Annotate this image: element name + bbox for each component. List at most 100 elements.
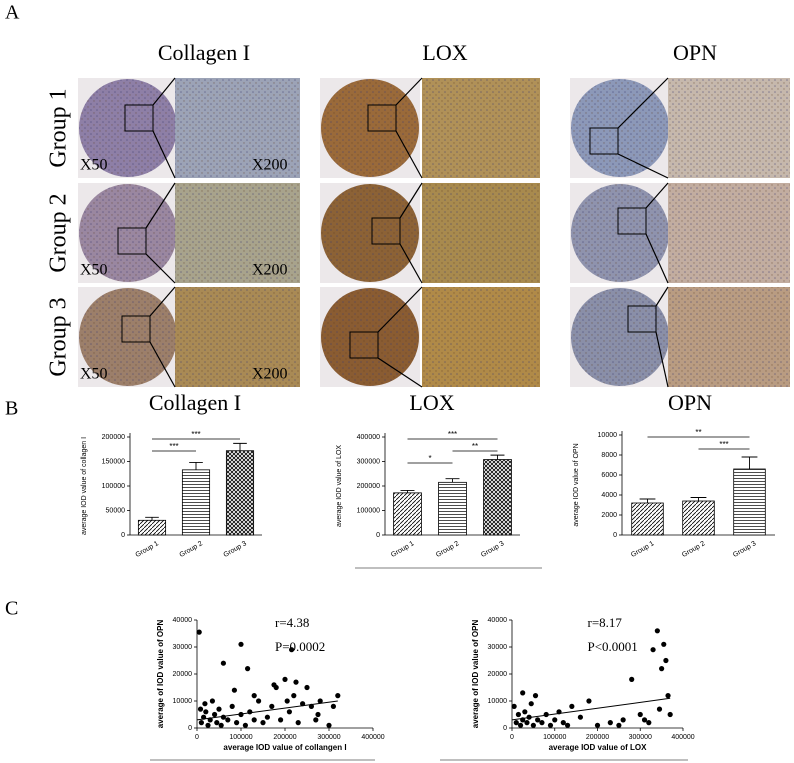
y-tick-label: 150000: [102, 458, 125, 465]
y-tick-label: 10000: [488, 698, 508, 705]
x-tick-label: 200000: [273, 734, 296, 741]
zoom-line: [377, 357, 423, 388]
y-tick-label: 300000: [357, 458, 380, 465]
x-tick-label: 100000: [543, 734, 566, 741]
chart-title: OPN: [668, 390, 712, 415]
tissue-texture: [571, 79, 669, 177]
significance-label: ***: [719, 440, 728, 449]
point: [330, 703, 336, 710]
point: [238, 641, 244, 647]
y-axis-label: average of IOD value of OPN: [156, 620, 165, 729]
y-tick-label: 400000: [357, 434, 380, 441]
zoom-texture: [668, 287, 790, 387]
zoom-box: [371, 217, 401, 245]
x-tick-label: 200000: [586, 734, 609, 741]
point: [520, 690, 526, 696]
y-tick-label: 20000: [173, 671, 193, 678]
column-title: OPN: [673, 40, 717, 65]
point: [269, 703, 275, 710]
y-tick-label: 10000: [173, 698, 193, 705]
point: [251, 717, 257, 723]
point: [216, 706, 222, 712]
zoom-line: [149, 341, 176, 388]
point: [238, 711, 244, 718]
point: [220, 714, 226, 720]
zoom-texture: [422, 78, 540, 178]
zoom-box: [124, 104, 154, 132]
bar: [438, 481, 467, 536]
x-tick-label: Group 1: [135, 540, 160, 559]
row-label: Group 1: [46, 88, 72, 167]
y-tick-label: 100000: [357, 507, 380, 514]
y-axis-label: average IOD value of LOX: [336, 445, 343, 527]
point: [218, 722, 224, 728]
point: [205, 722, 211, 728]
x-tick-label: Group 2: [435, 540, 460, 559]
x-tick-label: 0: [510, 734, 514, 741]
point: [515, 711, 522, 718]
zoom-line: [655, 331, 669, 388]
point: [214, 720, 220, 726]
point: [629, 676, 635, 683]
significance-label: ***: [169, 442, 178, 451]
point: [522, 709, 528, 715]
y-tick-label: 40000: [488, 617, 508, 624]
y-tick-label: 0: [613, 532, 617, 539]
annotation: r=8.17: [588, 615, 623, 630]
y-tick-label: 0: [188, 725, 192, 732]
magnification: X50: [80, 157, 108, 174]
y-tick-label: 4000: [601, 492, 617, 499]
y-tick-label: 0: [121, 532, 125, 539]
point: [659, 666, 665, 672]
point: [242, 722, 248, 728]
point: [656, 706, 663, 712]
zoom-line: [395, 130, 423, 179]
zoom-box: [367, 104, 397, 132]
point: [209, 698, 215, 704]
bar: [137, 519, 167, 536]
zoom-texture: [175, 78, 300, 178]
y-tick-label: 10000: [598, 432, 618, 439]
point: [315, 711, 321, 718]
significance-label: *: [428, 454, 431, 463]
x-tick-label: 300000: [629, 734, 652, 741]
tissue-texture: [571, 288, 669, 386]
zoom-line: [399, 182, 423, 219]
error-bar: [189, 462, 203, 470]
y-tick-label: 50000: [106, 507, 126, 514]
annotation: P<0.0001: [588, 639, 638, 654]
chart-title: Collagen I: [149, 390, 241, 415]
point: [654, 628, 660, 634]
trend-line: [511, 697, 671, 721]
tissue-texture: [321, 184, 419, 282]
point: [616, 722, 622, 728]
point: [620, 717, 626, 723]
error-bar: [445, 478, 460, 483]
error-bar: [690, 497, 707, 501]
tissue-texture: [321, 288, 419, 386]
point: [304, 684, 310, 691]
magnification: X200: [252, 262, 288, 279]
zoom-line: [645, 182, 669, 209]
point: [547, 722, 554, 728]
y-tick-label: 2000: [601, 512, 617, 519]
point: [326, 722, 332, 728]
zoom-line: [145, 182, 176, 229]
x-axis-label: average IOD value of collangen I: [223, 743, 346, 752]
tissue-texture: [79, 184, 177, 282]
point: [212, 711, 218, 718]
point: [511, 703, 517, 710]
x-tick-label: Group 3: [223, 540, 248, 559]
zoom-line: [655, 286, 669, 307]
zoom-texture: [668, 183, 790, 283]
significance-label: ***: [191, 430, 200, 439]
zoom-texture: [175, 183, 300, 283]
point: [661, 641, 667, 647]
zoom-texture: [668, 78, 790, 178]
point: [196, 629, 202, 635]
point: [665, 693, 671, 699]
y-tick-label: 200000: [357, 483, 380, 490]
x-tick-label: Group 1: [630, 540, 655, 559]
x-tick-label: 400000: [671, 734, 694, 741]
